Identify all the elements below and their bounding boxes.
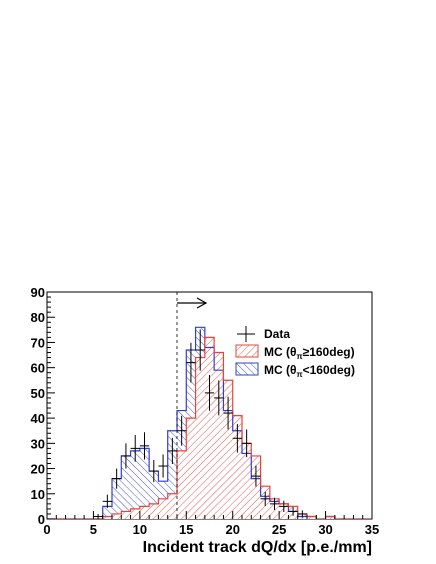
cut-layer bbox=[176, 292, 208, 519]
data-point bbox=[279, 500, 289, 513]
data-point bbox=[204, 375, 215, 411]
legend-red-label: MC (θπ≥160deg) bbox=[264, 345, 355, 361]
y-tick-label: 10 bbox=[31, 487, 45, 502]
data-points-layer bbox=[93, 329, 307, 519]
y-tick-label: 60 bbox=[31, 361, 45, 376]
legend-data-label: Data bbox=[264, 327, 290, 341]
x-tick-label: 10 bbox=[133, 522, 147, 537]
data-point bbox=[232, 424, 242, 453]
data-point bbox=[214, 380, 224, 416]
x-axis-title: Incident track dQ/dx [p.e./mm] bbox=[143, 539, 372, 556]
legend-blue-swatch bbox=[235, 362, 259, 376]
x-tick-label: 0 bbox=[43, 522, 50, 537]
data-point bbox=[297, 510, 307, 518]
data-point bbox=[223, 396, 233, 430]
legend-item-data: Data bbox=[237, 326, 290, 342]
axis-layer: 0 5 10 15 20 25 30 35 0 10 20 30 40 50 60 70 80 90 bbox=[31, 285, 380, 537]
data-point bbox=[260, 491, 270, 506]
y-tick-label: 70 bbox=[31, 335, 45, 350]
cut-arrow-head bbox=[196, 297, 208, 309]
data-point bbox=[93, 513, 103, 519]
legend-item-mc-red: MC (θπ≥160deg) bbox=[235, 344, 355, 361]
mc-high-angle-fill bbox=[47, 337, 372, 519]
legend: Data MC (θπ≥160deg) MC (θπ<160deg) bbox=[235, 326, 355, 379]
y-tick-label: 80 bbox=[31, 310, 45, 325]
x-tick-label: 15 bbox=[179, 522, 193, 537]
y-tick-label: 20 bbox=[31, 462, 45, 477]
y-tick-label: 50 bbox=[31, 386, 45, 401]
y-tick-label: 0 bbox=[38, 512, 45, 527]
legend-blue-label: MC (θπ<160deg) bbox=[264, 363, 355, 379]
data-point bbox=[112, 468, 122, 489]
x-tick-label: 30 bbox=[318, 522, 332, 537]
data-point bbox=[195, 329, 205, 371]
x-tick-label: 20 bbox=[225, 522, 239, 537]
x-tick-label: 5 bbox=[90, 522, 97, 537]
x-tick-label: 25 bbox=[272, 522, 286, 537]
data-point bbox=[177, 415, 187, 446]
data-point bbox=[186, 342, 196, 383]
data-point bbox=[167, 437, 177, 465]
data-point bbox=[139, 432, 150, 460]
legend-red-swatch bbox=[235, 344, 259, 358]
data-point bbox=[130, 435, 140, 462]
data-point bbox=[251, 465, 261, 487]
data-point bbox=[121, 443, 131, 469]
y-tick-label: 40 bbox=[31, 411, 45, 426]
data-point bbox=[242, 429, 252, 458]
y-tick-label: 90 bbox=[31, 285, 45, 300]
x-tick-label: 35 bbox=[365, 522, 379, 537]
data-point bbox=[288, 507, 298, 516]
data-point bbox=[158, 454, 168, 478]
legend-item-mc-blue: MC (θπ<160deg) bbox=[235, 362, 355, 379]
data-point bbox=[269, 497, 280, 511]
y-tick-label: 30 bbox=[31, 436, 45, 451]
data-point bbox=[149, 460, 159, 483]
data-point bbox=[102, 494, 112, 509]
